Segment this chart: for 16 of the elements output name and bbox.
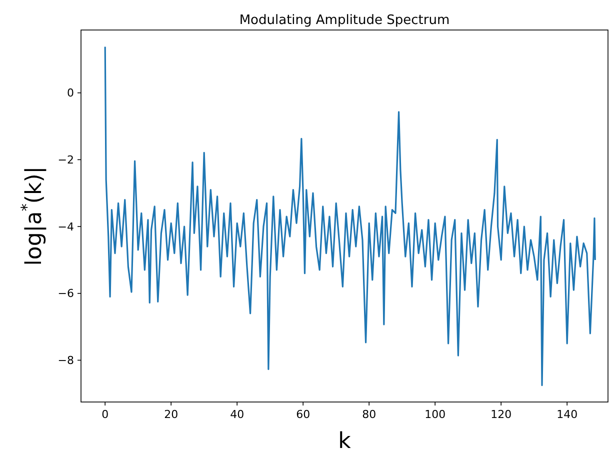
x-tick-label: 20 — [164, 408, 178, 421]
x-tick-label: 60 — [296, 408, 310, 421]
line-series — [104, 46, 596, 386]
x-tick-label: 40 — [230, 408, 244, 421]
x-axis-title: k — [338, 429, 352, 454]
x-tick-label: 100 — [424, 408, 446, 421]
y-tick-label: −4 — [58, 220, 74, 234]
x-tick-label: 140 — [556, 408, 578, 421]
y-tick-label: 0 — [67, 86, 74, 100]
x-tick-label: 0 — [102, 408, 109, 421]
y-tick-label: −2 — [58, 154, 74, 167]
y-tick-label: −8 — [58, 354, 74, 368]
y-tick-label: −6 — [58, 287, 74, 300]
x-tick-label: 80 — [362, 408, 376, 421]
chart-title: Modulating Amplitude Spectrum — [239, 13, 450, 28]
x-tick-label: 120 — [490, 408, 512, 421]
